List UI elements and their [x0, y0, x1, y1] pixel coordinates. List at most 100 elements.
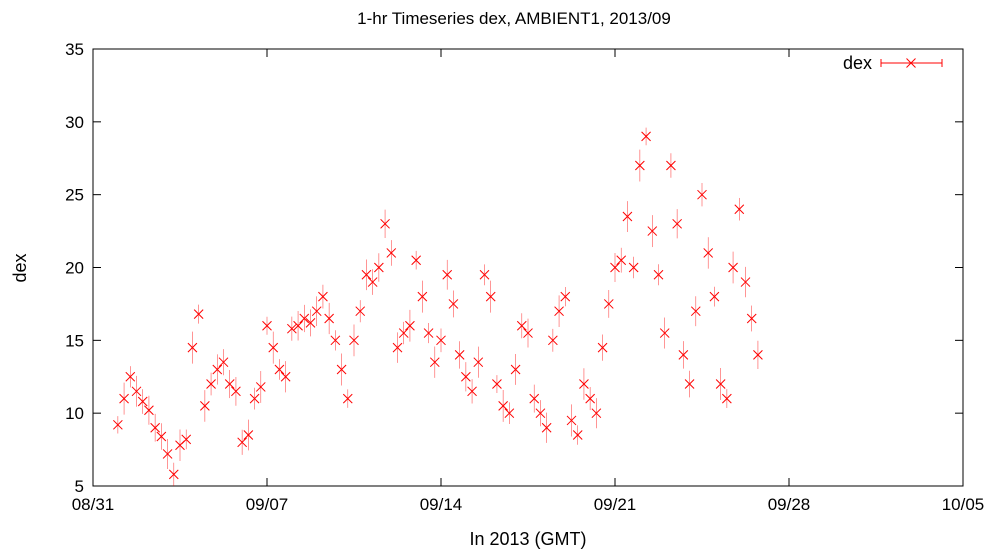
data-point	[734, 197, 745, 221]
data-point	[380, 209, 390, 238]
data-point	[461, 362, 471, 392]
y-tick-label: 10	[65, 404, 84, 423]
data-point	[529, 384, 540, 413]
data-point	[268, 331, 279, 364]
data-point	[523, 318, 533, 348]
data-point	[566, 404, 577, 437]
data-point	[442, 259, 453, 290]
data-point	[753, 340, 763, 370]
data-point	[678, 341, 689, 369]
x-tick-label: 08/31	[72, 495, 115, 514]
x-tick-label: 10/05	[942, 495, 985, 514]
data-point	[715, 368, 726, 401]
y-tick-label: 15	[65, 331, 84, 350]
data-point	[516, 313, 527, 339]
data-point	[436, 328, 446, 353]
data-point	[224, 369, 235, 399]
data-point	[473, 346, 484, 378]
data-point	[255, 371, 266, 403]
data-point	[280, 361, 291, 393]
data-point	[113, 416, 123, 434]
data-point	[572, 425, 583, 445]
data-point	[585, 387, 595, 411]
data-point	[330, 330, 341, 351]
data-point	[610, 253, 620, 282]
data-point	[175, 429, 185, 461]
data-points-layer	[113, 127, 763, 486]
data-point	[492, 375, 502, 393]
data-point	[746, 305, 757, 332]
data-point	[417, 280, 428, 313]
data-point	[498, 389, 508, 422]
data-point	[554, 295, 564, 327]
data-point	[374, 253, 384, 282]
data-point	[740, 266, 751, 298]
data-point	[349, 324, 359, 357]
data-point	[697, 182, 707, 207]
data-point	[231, 376, 241, 406]
data-point	[628, 256, 639, 279]
data-point	[318, 284, 328, 309]
data-point	[548, 328, 558, 352]
data-point	[137, 389, 148, 414]
data-point	[591, 398, 602, 429]
data-point	[367, 269, 378, 295]
data-point	[560, 287, 571, 307]
data-point	[355, 300, 366, 323]
data-point	[212, 354, 223, 385]
data-point	[392, 332, 403, 363]
x-axis-ticks: 08/31 09/07 09/14 09/21 09/28 10/05	[72, 49, 985, 514]
data-point	[206, 372, 216, 396]
data-point	[603, 290, 614, 318]
data-point	[405, 309, 415, 342]
data-point	[287, 316, 297, 341]
data-point	[423, 323, 434, 344]
data-point	[200, 390, 210, 422]
x-tick-label: 09/07	[246, 495, 289, 514]
y-tick-label: 25	[65, 186, 84, 205]
data-point	[181, 429, 192, 450]
data-point	[479, 264, 490, 286]
data-point	[647, 215, 658, 248]
x-axis-label: In 2013 (GMT)	[469, 529, 586, 549]
data-point	[448, 290, 459, 318]
data-point	[293, 311, 303, 341]
data-point	[467, 379, 477, 404]
data-point	[187, 331, 198, 364]
data-point	[510, 354, 521, 385]
data-point	[597, 334, 608, 361]
data-point	[274, 359, 285, 380]
data-point	[429, 346, 440, 378]
data-point	[485, 280, 496, 313]
x-tick-label: 09/14	[420, 495, 463, 514]
data-point	[411, 250, 421, 270]
data-point	[144, 395, 154, 425]
chart-title: 1-hr Timeseries dex, AMBIENT1, 2013/09	[357, 9, 671, 28]
data-point	[150, 413, 160, 442]
data-point	[162, 438, 173, 469]
data-point	[237, 429, 247, 455]
data-point	[659, 317, 670, 349]
y-axis-label: dex	[10, 253, 30, 282]
data-point	[119, 382, 129, 415]
data-point	[131, 375, 142, 407]
data-point	[535, 400, 546, 427]
data-point	[386, 240, 397, 266]
y-tick-label: 5	[75, 477, 84, 496]
data-point	[672, 209, 682, 239]
data-point	[703, 237, 714, 269]
data-point	[504, 402, 515, 424]
data-point	[728, 251, 738, 284]
plot-area	[92, 48, 964, 487]
data-point	[336, 353, 347, 386]
x-tick-label: 09/21	[594, 495, 637, 514]
data-point	[709, 286, 720, 307]
data-point	[722, 389, 732, 409]
plot-frame	[92, 48, 964, 487]
data-point	[168, 462, 179, 486]
data-point	[579, 368, 589, 400]
data-point	[635, 149, 645, 182]
legend-marker	[906, 58, 916, 68]
data-point	[125, 366, 136, 388]
